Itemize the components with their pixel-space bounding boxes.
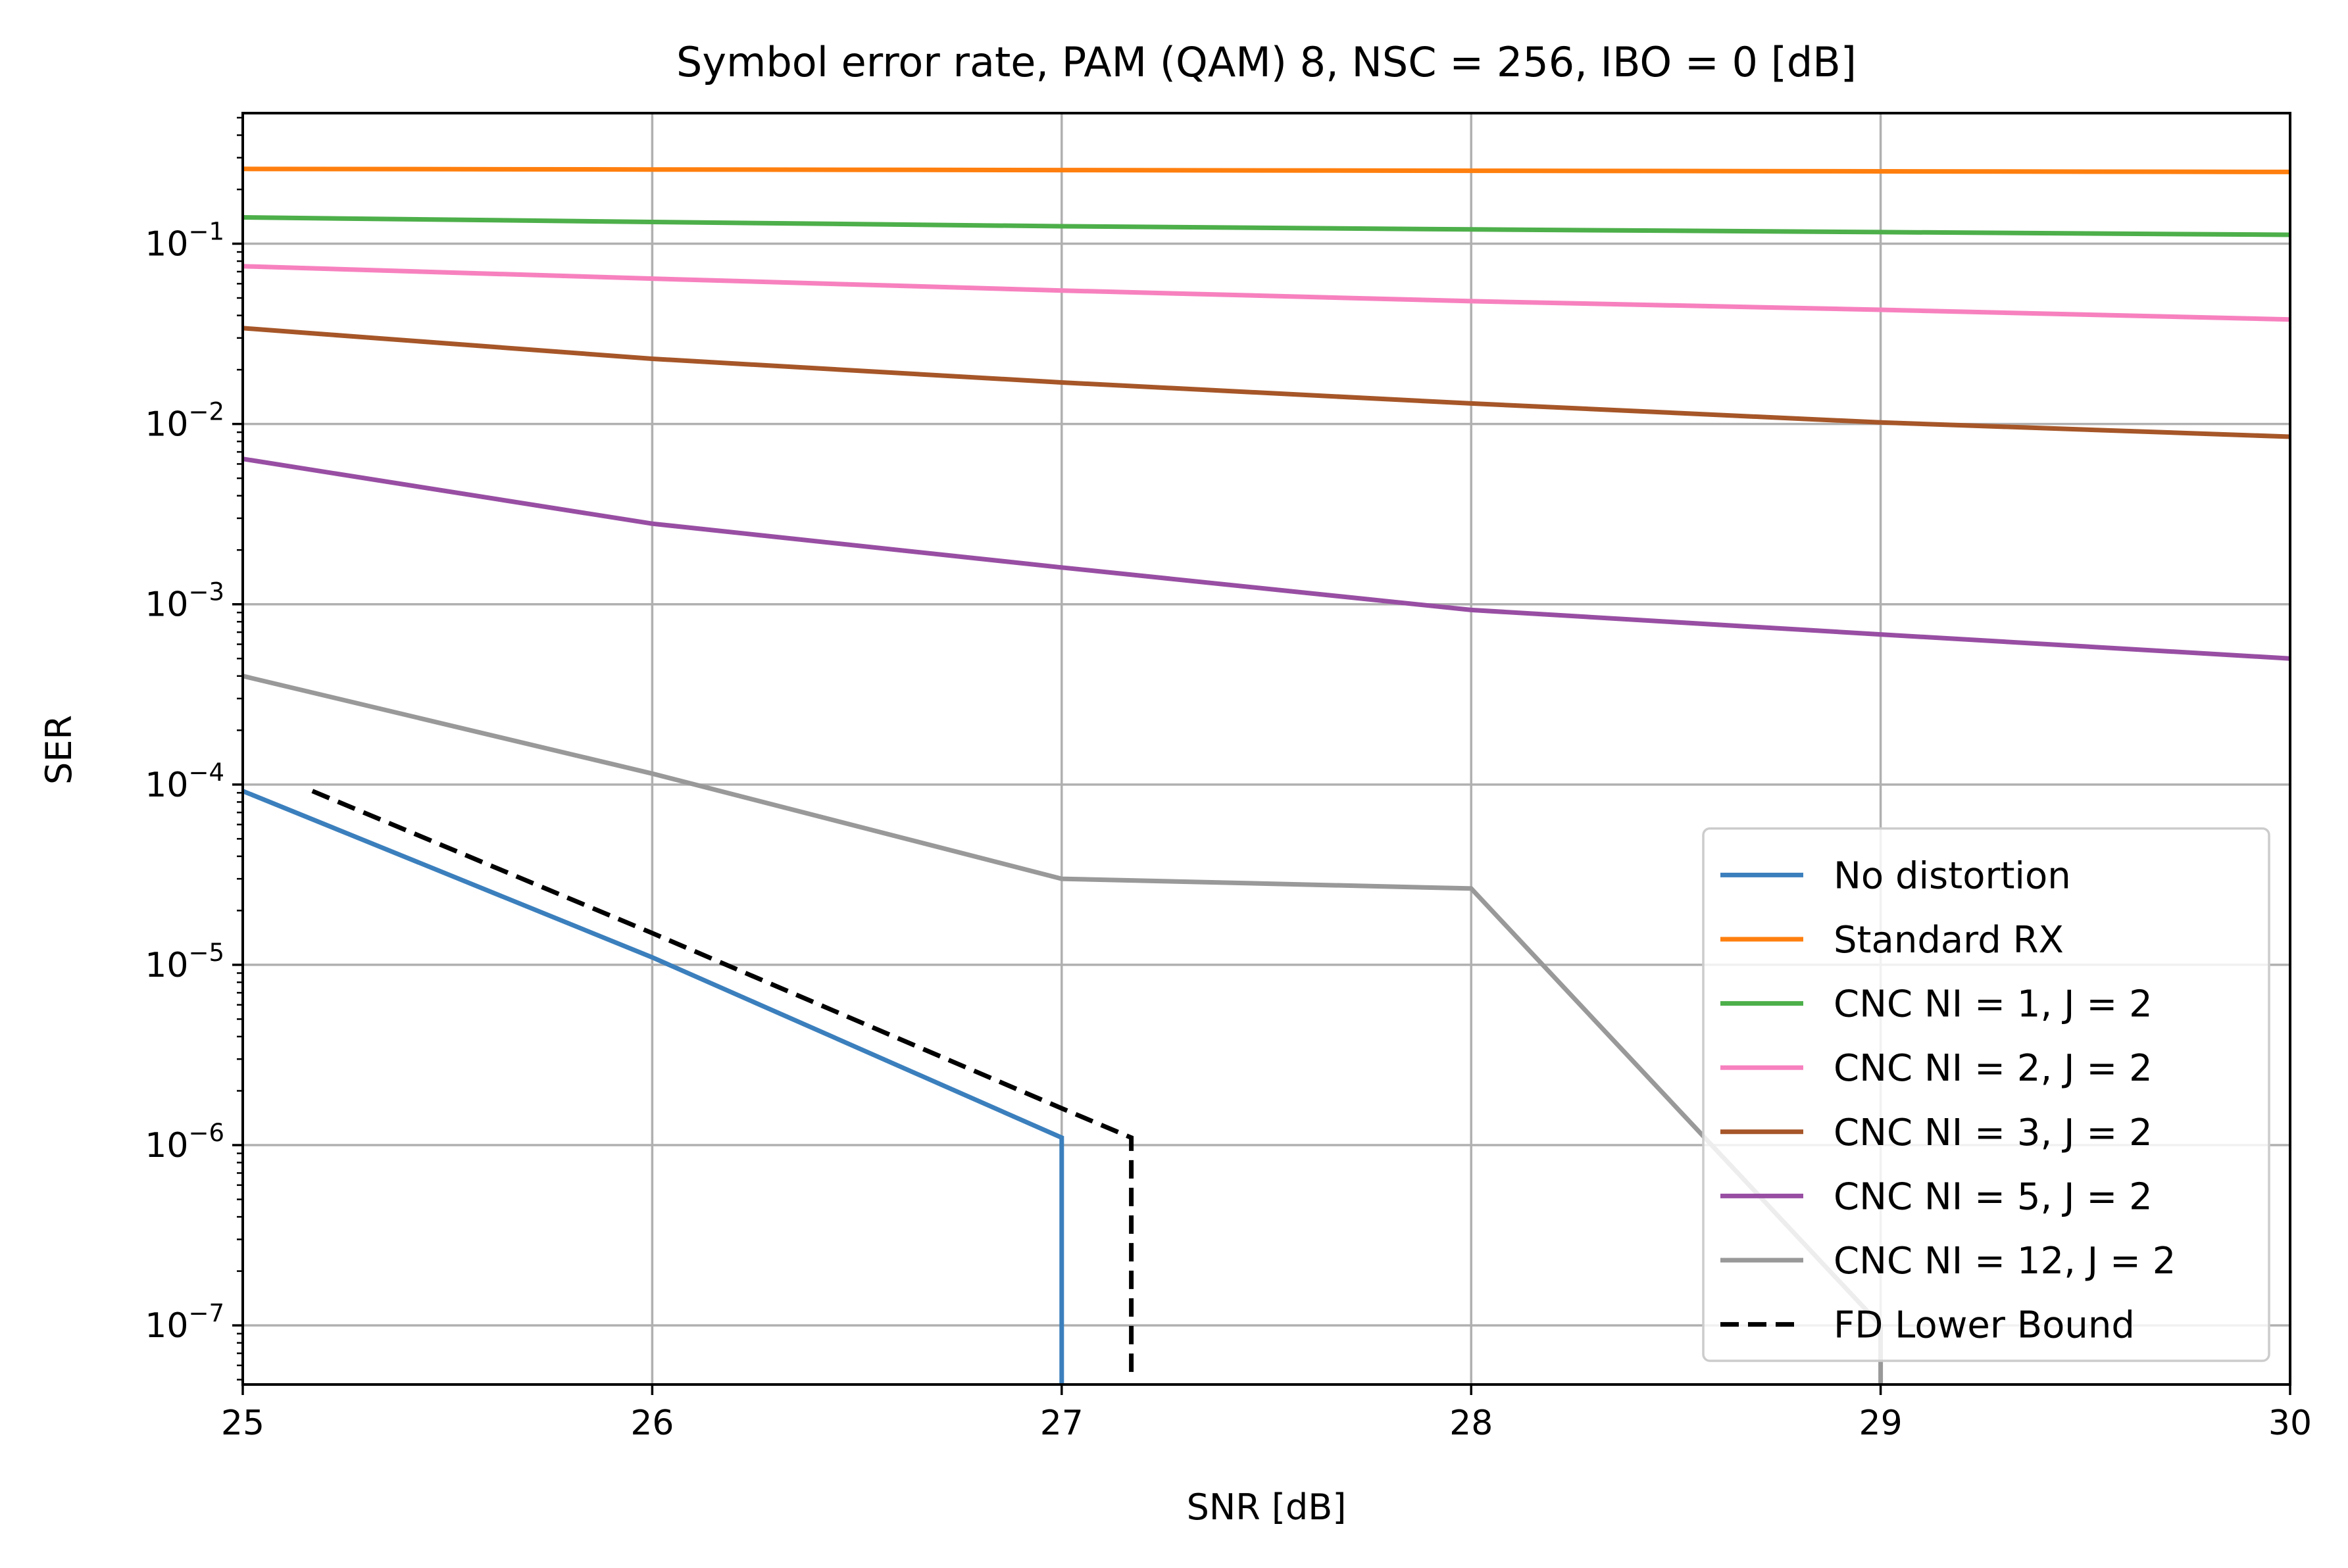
plot-frame xyxy=(241,112,2291,1386)
legend-label: CNC NI = 3, J = 2 xyxy=(1834,1112,2153,1154)
y-tick-label: 10−6 xyxy=(145,1119,224,1165)
legend-box xyxy=(1702,827,2270,1362)
legend-label: CNC NI = 5, J = 2 xyxy=(1834,1175,2153,1218)
y-tick-label: 10−7 xyxy=(145,1299,224,1346)
series-line-2 xyxy=(243,215,2290,237)
axes: 25 26 27 28 29 30 10−1 10−2 10−3 10−4 10−5 10−6 10−7 xyxy=(145,112,2312,1443)
legend-label: No distortion xyxy=(1834,854,2071,897)
series-line-3 xyxy=(243,264,2290,322)
x-tick-label: 30 xyxy=(2268,1404,2312,1443)
y-tick-label: 10−4 xyxy=(145,758,224,805)
legend-label: CNC NI = 12, J = 2 xyxy=(1834,1240,2176,1283)
chart-title: Symbol error rate, PAM (QAM) 8, NSC = 25… xyxy=(676,38,1857,86)
x-tick-label: 25 xyxy=(221,1404,264,1443)
y-tick-label: 10−5 xyxy=(145,939,224,985)
series-line-0 xyxy=(243,789,1064,1384)
legend: No distortion Standard RX CNC NI = 1, J = … xyxy=(1702,827,2270,1362)
y-tick-label: 10−1 xyxy=(145,218,224,264)
series-line-7 xyxy=(311,789,1134,1380)
x-tick-label: 26 xyxy=(630,1404,674,1443)
legend-label: CNC NI = 2, J = 2 xyxy=(1834,1047,2153,1090)
legend-label: Standard RX xyxy=(1834,919,2064,962)
legend-label: FD Lower Bound xyxy=(1834,1304,2135,1347)
series-line-4 xyxy=(243,326,2290,439)
x-axis-label: SNR [dB] xyxy=(1187,1486,1347,1528)
series-line-1 xyxy=(243,166,2290,174)
y-axis-label: SER xyxy=(38,715,80,785)
x-tick-label: 27 xyxy=(1040,1404,1084,1443)
y-tick-label: 10−2 xyxy=(145,398,224,445)
y-tick-label: 10−3 xyxy=(145,578,224,625)
series-line-5 xyxy=(243,456,2290,661)
x-tick-label: 28 xyxy=(1449,1404,1493,1443)
x-tick-label: 29 xyxy=(1859,1404,1903,1443)
legend-label: CNC NI = 1, J = 2 xyxy=(1834,983,2153,1026)
